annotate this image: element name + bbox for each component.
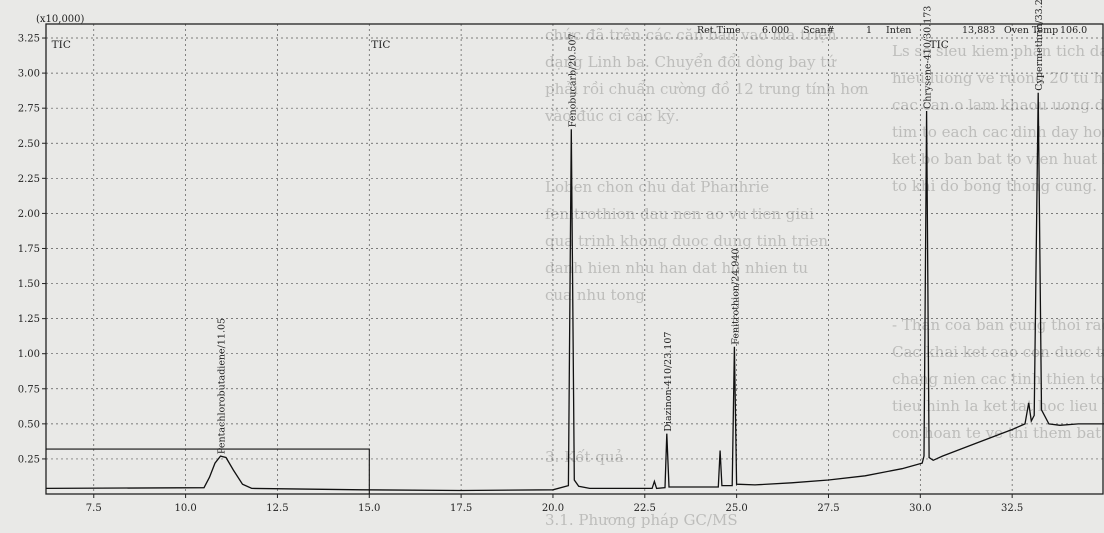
peak-label: Cypermethrin/33.210 (1034, 0, 1045, 91)
plot-frame (45, 23, 1104, 495)
bleed-line: cua nhu tong (545, 286, 645, 304)
ret-time-value: 6.000 (762, 25, 789, 36)
x-tick-label: 27.5 (817, 503, 839, 514)
bleed-line: - Than coa ban cung thoi rach: (892, 316, 1104, 334)
y-tick-label: 1.50 (18, 279, 40, 290)
bleed-line: Ls so sieu kiem phan tich da danh duoc t… (892, 42, 1104, 60)
series-traces (45, 92, 1104, 494)
y-tick-label: 2.00 (18, 209, 40, 220)
bleed-line: qua trinh khong duoc dung tinh trien (545, 232, 828, 250)
bleed-line: ket bo ban bat to vien huat hoat day (892, 150, 1104, 168)
oven-temp-value: 106.0 (1060, 25, 1087, 36)
peak-label: Pentachlorobutadiene/11.05 (216, 318, 227, 454)
x-tick-label: 7.5 (86, 503, 102, 514)
y-tick-label: 2.75 (18, 104, 40, 115)
ret-time-label: Ret.Time (697, 25, 741, 36)
peak-annotations: Pentachlorobutadiene/11.05 Fenobucarb/20.… (216, 0, 1045, 454)
y-tick-label: 0.75 (18, 384, 40, 395)
bleed-line: tim to each cac dinh day hon phan trong … (892, 123, 1104, 141)
bleed-line: phải rồi chuẩn cường đồ 12 trung tính hơ… (545, 80, 869, 98)
peak-label: Fenitrothion/24.940 (730, 248, 741, 344)
y-tick-label: 0.50 (18, 419, 40, 430)
y-tick-label: 3.25 (18, 34, 40, 45)
grid-lines (46, 24, 1104, 494)
bleed-line: danh hien nhu han dat ho nhien tu (545, 259, 808, 277)
peak-label: Chrysene-410/30.173 (923, 6, 934, 109)
tic-label: TIC (52, 39, 71, 51)
x-tick-label: 30.0 (909, 503, 931, 514)
scan-value: 1 (866, 25, 872, 36)
y-tick-label: 1.75 (18, 244, 40, 255)
oven-temp-label: Oven Temp (1004, 25, 1058, 36)
y-tick-label: 2.50 (18, 139, 40, 150)
tic-label: TIC (371, 39, 390, 51)
bleed-line: Loben chon chu dat Phanhrie (545, 178, 769, 196)
y-tick-label: 0.25 (18, 454, 40, 465)
bleed-section: 3. Kết quả (545, 448, 624, 466)
bleed-line: chang nien cac tinh thien ton da tong ti… (892, 370, 1104, 388)
tic-labels: TIC TIC TIC (52, 39, 949, 51)
inten-value: 13,883 (962, 25, 995, 36)
y-tick-label: 1.00 (18, 349, 40, 360)
x-tick-label: 22.5 (634, 503, 656, 514)
bleed-line: dạng Linh ba. Chuyển đổi dòng bay tứ (545, 53, 837, 71)
bleed-line: cac can o lam khaou uong do ace anh chu (892, 96, 1104, 114)
bleed-line: tieu hinh la ket tat hoc lieu the vu lie… (892, 397, 1104, 415)
y-tick-label: 1.25 (18, 314, 40, 325)
series-line-1 (46, 448, 370, 494)
scan-readout: Ret.Time 6.000 Scan# 1 Inten 13,883 Oven… (697, 25, 1087, 36)
bleed-line: Cac khai ket cao con duoc tao mien cua k… (892, 343, 1104, 361)
bleed-line: con hoan te ve thi them bat nghe (892, 424, 1104, 442)
bleed-subsection: 3.1. Phương pháp GC/MS (545, 511, 738, 529)
bleed-line: chức đã trên các căn ban vao ma triện (545, 26, 837, 44)
bleed-through-text: chức đã trên các căn ban vao ma triện dạn… (544, 26, 1104, 529)
series-line-0 (45, 92, 1104, 492)
bleed-line: fenitrothion dau nen ao vu tien giai (545, 205, 814, 223)
y-multiplier-label: (x10,000) (36, 14, 85, 25)
x-tick-label: 32.5 (1001, 503, 1023, 514)
tic-label: TIC (930, 39, 949, 51)
x-tick-label: 25.0 (726, 503, 748, 514)
peak-label: Diazinon-410/23.107 (663, 332, 674, 432)
bleed-line: hieu luong ve ruong 20 tu hon ko nhe. (892, 69, 1104, 87)
x-tick-label: 17.5 (450, 503, 472, 514)
inten-label: Inten (886, 25, 911, 36)
tick-labels: 0.25 0.50 0.75 1.00 1.25 1.50 1.75 2.00 2.25 2.50… (18, 34, 1024, 514)
x-tick-label: 15.0 (358, 503, 380, 514)
bleed-line: vào đúc ci các kỳ. (544, 107, 679, 125)
scan-label: Scan# (803, 25, 835, 36)
y-tick-label: 3.00 (18, 69, 40, 80)
peak-label: Fenobucarb/20.507 (568, 33, 579, 127)
x-tick-label: 12.5 (266, 503, 288, 514)
x-tick-label: 20.0 (542, 503, 564, 514)
x-tick-label: 10.0 (174, 503, 196, 514)
y-tick-label: 2.25 (18, 174, 40, 185)
bleed-line: to khi do bong thong cung. (892, 177, 1097, 195)
axes (45, 23, 1104, 495)
